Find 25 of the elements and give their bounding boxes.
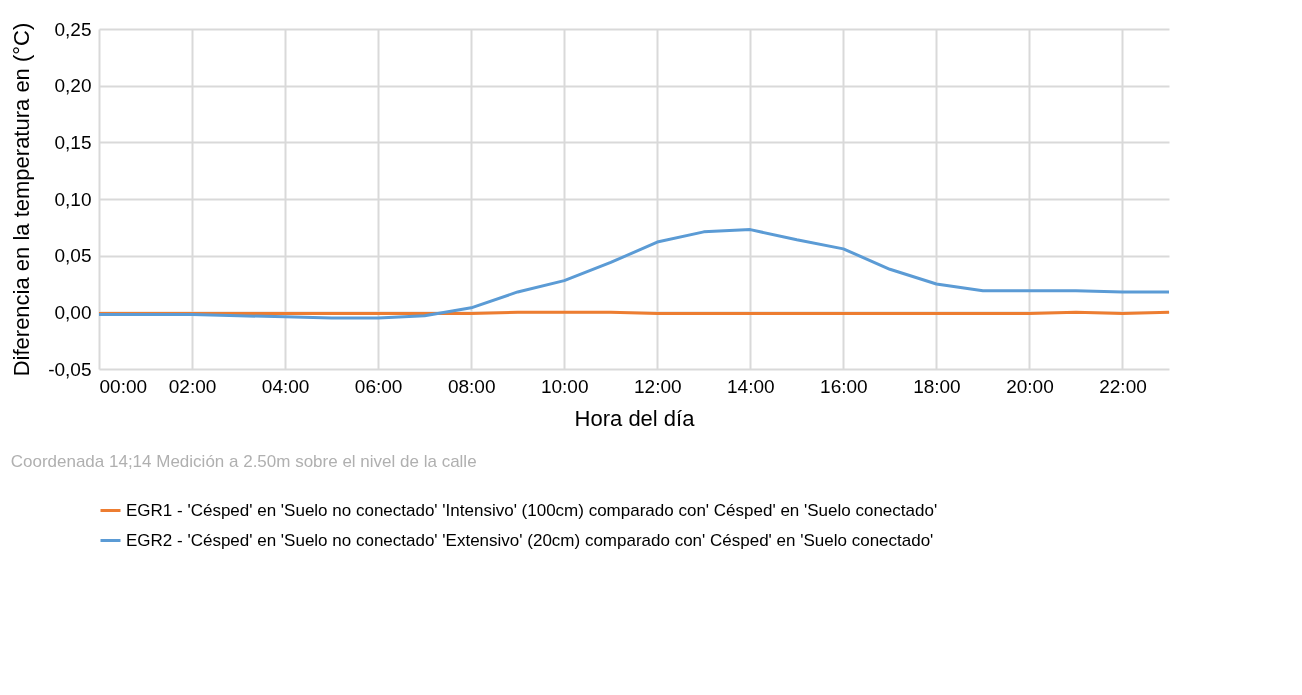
x-tick-label: 22:00: [1099, 375, 1147, 397]
y-tick-label: 0,20: [54, 75, 92, 97]
x-tick-label: 04:00: [261, 375, 310, 397]
x-tick-label: 02:00: [168, 375, 217, 397]
y-tick-label: 0,00: [54, 301, 92, 323]
y-tick-label: 0,15: [54, 131, 92, 153]
x-tick-label: 20:00: [1006, 375, 1054, 397]
y-tick-label: -0,05: [48, 358, 92, 380]
x-tick-label: 16:00: [820, 375, 868, 397]
x-tick-label: 06:00: [354, 375, 403, 397]
y-tick-label: 0,25: [54, 18, 92, 40]
line-series: [97, 228, 1171, 320]
legend-label: EGR1 - 'Césped' en 'Suelo no conectado' 'Intensivo' (100cm) comparado con' Césped' en 'Suelo conectado': [126, 500, 938, 520]
y-tick-label: 0,05: [54, 245, 92, 267]
x-tick-label: 10:00: [540, 375, 589, 397]
text: Coordenada 14;14 Medición a 2.50m sobre el nivel de la calle: [10, 452, 477, 471]
legend-label: EGR2 - 'Césped' en 'Suelo no conectado' 'Extensivo' (20cm) comparado con' Césped' en 'Suelo conectado': [126, 530, 934, 550]
x-tick-label: 00:00: [99, 375, 148, 397]
x-tick-label: 18:00: [913, 375, 961, 397]
x-tick-label: 14:00: [727, 375, 775, 397]
x-tick-label: 12:00: [633, 375, 682, 397]
y-tick-label: 0,10: [54, 188, 92, 210]
x-tick-label: 08:00: [447, 375, 496, 397]
y-axis-title: Diferencia en la temperatura en (°C): [9, 22, 35, 377]
x-axis-title: Hora del día: [574, 405, 696, 431]
